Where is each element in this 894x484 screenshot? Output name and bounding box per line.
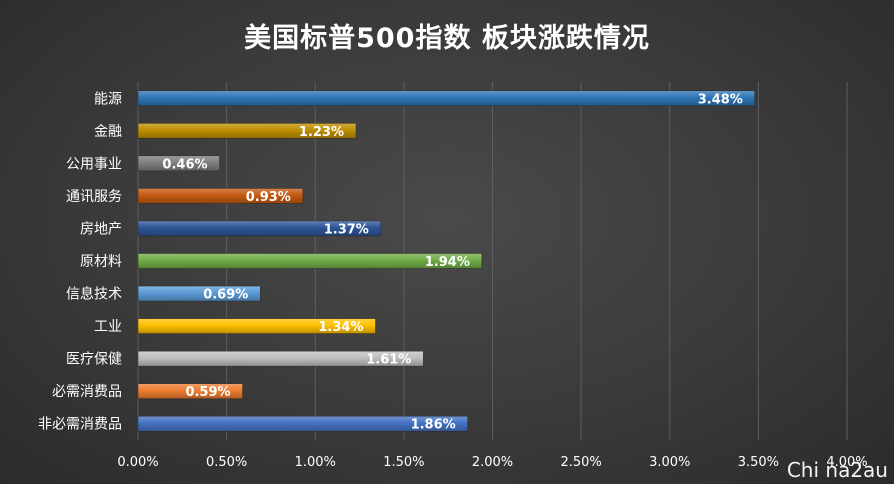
x-tick-label: 3.50% [738,455,779,470]
x-tick-label: 4.00% [826,455,867,470]
category-label: 房地产 [80,221,122,237]
bar [137,123,357,139]
data-label: 1.34% [318,320,363,335]
category-label: 金融 [94,124,122,140]
bar [137,415,468,432]
bar [137,220,382,237]
x-tick-label: 3.00% [649,455,690,470]
bar [137,188,304,204]
x-tick-label: 1.50% [383,455,424,470]
watermark: Chi na2au [786,458,888,482]
category-label: 通讯服务 [66,189,122,205]
x-tick-label: 2.50% [560,455,601,470]
category-label: 信息技术 [66,286,122,303]
category-label: 工业 [94,319,122,335]
data-label: 1.94% [425,255,470,270]
category-label: 原材料 [80,254,122,270]
data-label: 1.61% [366,353,411,368]
data-label: 0.59% [185,385,230,400]
category-label: 公用事业 [66,156,122,172]
bar [137,285,261,302]
category-label: 能源 [94,91,122,107]
bar [137,253,483,269]
bar [137,155,220,172]
data-label: 0.93% [246,190,291,205]
data-label: 1.23% [299,125,344,140]
bar [137,350,424,367]
bar [137,90,756,107]
category-label: 医疗保健 [66,352,122,368]
data-labels: 3.48% 1.23% 0.46% 0.93% 1.37% 1.94% 0.69% 1.34%… [162,92,742,432]
bar [137,318,376,334]
data-label: 1.37% [324,222,369,237]
category-label: 必需消费品 [52,384,122,400]
category-label: 非必需消费品 [38,417,122,433]
data-label: 3.48% [698,92,743,107]
bars [137,90,756,432]
x-tick-label: 0.50% [206,455,247,470]
x-tick-label: 0.00% [117,455,158,470]
x-tick-label: 1.00% [295,455,336,470]
x-tick-label: 2.00% [472,455,513,470]
bar [137,383,243,399]
chart-title: 美国标普500指数 板块涨跌情况 [244,23,650,54]
data-label: 0.46% [162,157,207,172]
data-label: 0.69% [203,288,248,303]
data-label: 1.86% [411,418,456,433]
x-tick-labels: 0.00% 0.50% 1.00% 1.50% 2.00% 2.50% 3.00% 3.50%… [117,455,867,470]
